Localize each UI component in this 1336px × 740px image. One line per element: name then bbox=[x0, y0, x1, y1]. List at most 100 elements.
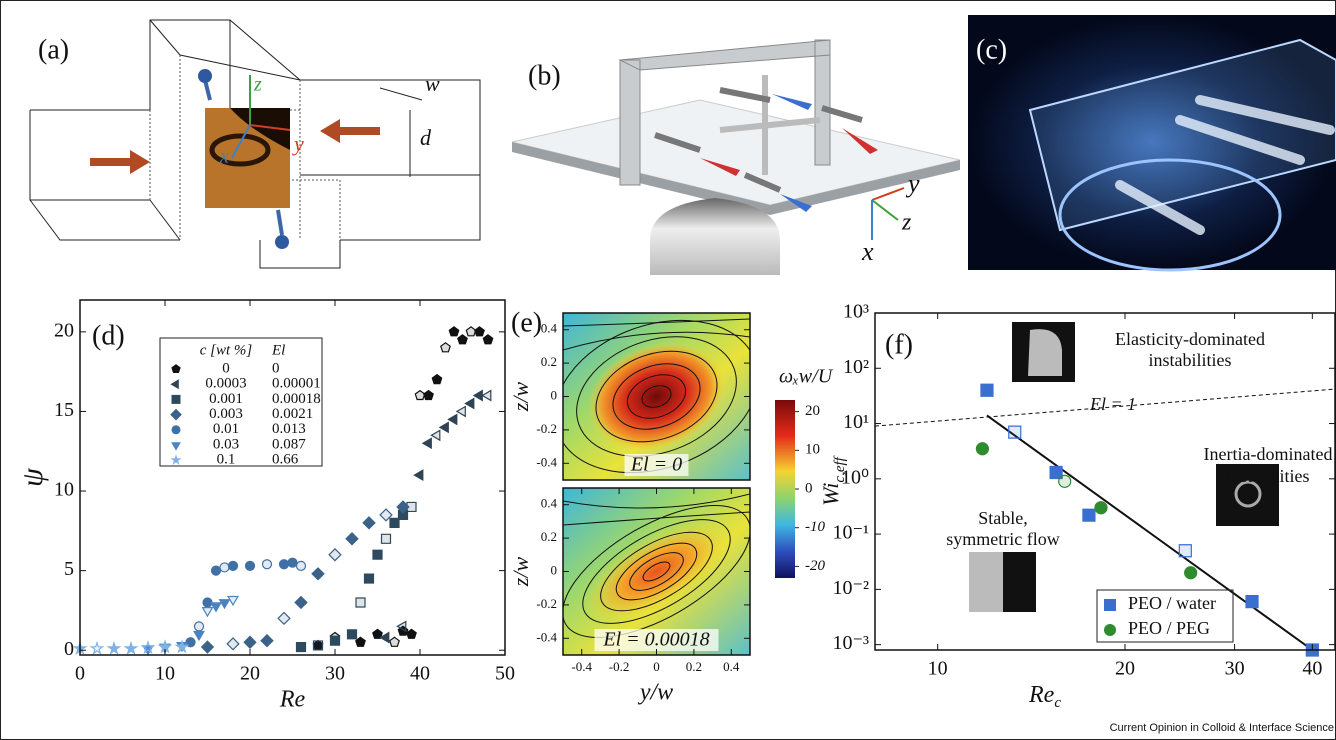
panel-f-insets-shape bbox=[1028, 329, 1062, 376]
y-axis-label-sub: c,eff bbox=[832, 455, 848, 482]
data-point bbox=[440, 423, 448, 433]
data-point bbox=[390, 518, 399, 527]
y-tick-label: 0.4 bbox=[541, 496, 558, 511]
annotation: El = 0.00018 bbox=[602, 629, 709, 651]
data-point bbox=[346, 533, 358, 545]
y-tick-label: 20 bbox=[54, 319, 74, 341]
panel-b-shape bbox=[512, 100, 960, 205]
data-point bbox=[228, 597, 238, 605]
x-tick-label: 0.4 bbox=[723, 659, 740, 674]
data-point bbox=[976, 443, 988, 455]
y-tick-label: 0.2 bbox=[541, 529, 557, 544]
panel-a: (a) w d z y x bbox=[30, 20, 480, 268]
panel-a-shape bbox=[205, 80, 210, 100]
axis-letter: d bbox=[420, 125, 432, 150]
panel-label: (b) bbox=[528, 60, 561, 91]
y-tick-label: 0.4 bbox=[541, 321, 558, 336]
data-point bbox=[363, 517, 375, 529]
annotation: instabilities bbox=[1149, 350, 1232, 370]
y-axis-label: Wic,eff bbox=[818, 455, 848, 505]
y-tick-label: -0.2 bbox=[536, 596, 557, 611]
data-point bbox=[466, 327, 475, 336]
panel-label: (a) bbox=[38, 34, 69, 65]
data-point bbox=[465, 399, 473, 409]
legend-el: 0.013 bbox=[272, 421, 306, 437]
panel-b: (b) y z x bbox=[512, 40, 960, 275]
y-tick-label: 10⁻³ bbox=[832, 632, 869, 654]
data-point bbox=[1185, 567, 1197, 579]
panel-label: (e) bbox=[511, 307, 542, 338]
y-tick-label: 10² bbox=[843, 356, 869, 378]
x-tick-label: 20 bbox=[240, 663, 260, 685]
data-point bbox=[194, 632, 204, 640]
panel-label: (f) bbox=[885, 329, 913, 360]
panel-label: (d) bbox=[92, 320, 125, 351]
panel-b-shape bbox=[872, 200, 898, 220]
x-axis-label: Rec bbox=[1028, 682, 1061, 712]
data-point bbox=[1179, 545, 1191, 557]
y-tick-label: 10 bbox=[54, 479, 74, 501]
data-point bbox=[482, 391, 490, 401]
y-tick-label: -0.4 bbox=[536, 454, 557, 469]
colorbar-tick-label: -20 bbox=[805, 558, 825, 574]
data-point bbox=[261, 635, 273, 647]
data-point bbox=[220, 600, 230, 608]
panel-a-shape bbox=[198, 69, 212, 83]
panel-label: (c) bbox=[976, 34, 1007, 65]
legend-el: 0.00018 bbox=[272, 391, 321, 407]
y-axis-label: z/w bbox=[508, 382, 533, 413]
data-point bbox=[448, 415, 456, 425]
legend-el: 0 bbox=[272, 360, 280, 376]
data-point bbox=[212, 566, 221, 575]
data-point bbox=[202, 641, 214, 653]
legend-el: 0.087 bbox=[272, 436, 306, 452]
annotation: Stable, bbox=[978, 508, 1028, 528]
legend-marker bbox=[1104, 624, 1116, 636]
panel-a-shape bbox=[275, 235, 289, 249]
data-point bbox=[431, 430, 439, 440]
annotation: El = 0 bbox=[630, 454, 682, 476]
y-tick-label: 10³ bbox=[843, 301, 869, 323]
data-point bbox=[474, 391, 482, 401]
data-point bbox=[331, 636, 340, 645]
data-point bbox=[390, 637, 399, 646]
panel-a-shape bbox=[90, 150, 150, 174]
annotation: Inertia-dominated bbox=[1204, 444, 1333, 464]
colorbar-label: ωₓw/U bbox=[779, 366, 834, 388]
x-tick-label: 0 bbox=[75, 663, 85, 685]
data-point bbox=[1095, 502, 1107, 514]
data-point bbox=[108, 643, 119, 654]
colorbar-tick-label: -10 bbox=[805, 519, 825, 535]
legend-marker bbox=[172, 395, 181, 404]
annotation: Elasticity-dominated bbox=[1115, 329, 1265, 349]
panel-a-shape bbox=[380, 88, 422, 100]
x-tick-label: 40 bbox=[410, 663, 430, 685]
axis-letter: z bbox=[901, 210, 912, 236]
x-tick-label: 20 bbox=[1115, 658, 1135, 680]
colorbar-tick-label: 10 bbox=[805, 442, 820, 458]
y-tick-label: 0 bbox=[64, 638, 74, 660]
x-tick-label: 50 bbox=[495, 663, 515, 685]
data-point bbox=[475, 327, 484, 336]
legend-label: 0.01 bbox=[213, 421, 239, 437]
data-point bbox=[227, 638, 239, 650]
y-tick-label: 0 bbox=[551, 387, 558, 402]
data-point bbox=[297, 643, 306, 652]
panel-a-shape bbox=[320, 119, 380, 143]
legend-label: 0.001 bbox=[209, 391, 243, 407]
data-point bbox=[125, 643, 136, 654]
data-point bbox=[449, 327, 458, 336]
legend-label: 0.0003 bbox=[205, 376, 246, 392]
data-point bbox=[1246, 596, 1258, 608]
y-axis-label: ψ bbox=[16, 467, 49, 487]
data-point bbox=[356, 637, 365, 646]
annotation: symmetric flow bbox=[946, 529, 1059, 549]
data-point bbox=[382, 534, 391, 543]
y-tick-label: -0.4 bbox=[536, 629, 557, 644]
x-axis-label-main: Re bbox=[1028, 682, 1055, 708]
legend-label: 0.003 bbox=[209, 406, 243, 422]
data-point bbox=[981, 384, 993, 396]
legend-el: 0.00001 bbox=[272, 376, 321, 392]
data-point bbox=[263, 560, 272, 569]
legend-marker bbox=[1104, 599, 1116, 611]
